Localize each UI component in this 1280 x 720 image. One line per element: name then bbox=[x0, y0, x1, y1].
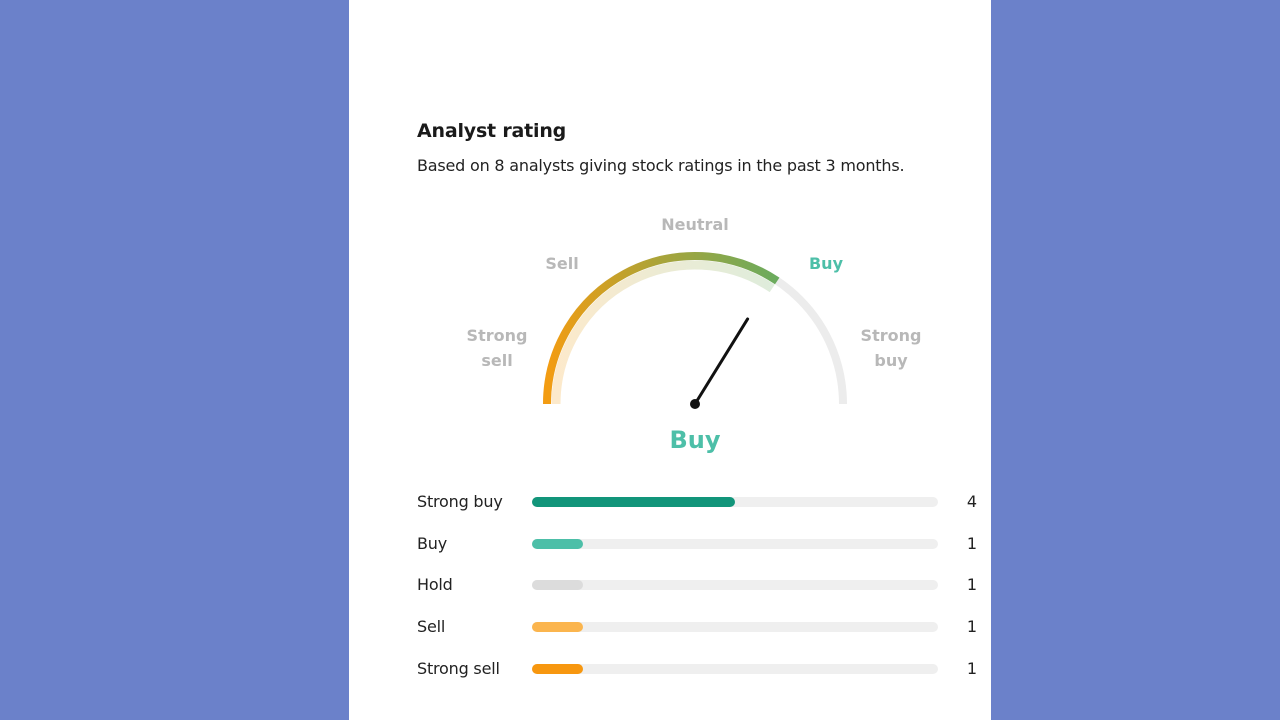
rating-bar-fill bbox=[532, 497, 735, 507]
rating-row-count: 4 bbox=[966, 492, 977, 511]
section-subtitle: Based on 8 analysts giving stock ratings… bbox=[417, 156, 905, 175]
rating-row: Strong sell 1 bbox=[417, 659, 977, 679]
gauge-inner-band bbox=[551, 260, 775, 405]
gauge-label-strong-sell-1: Strong bbox=[467, 326, 528, 345]
rating-bar-track bbox=[532, 622, 938, 633]
rating-row-count: 1 bbox=[966, 575, 977, 595]
rating-row: Hold 1 bbox=[417, 575, 977, 595]
rating-bar-track bbox=[532, 497, 938, 507]
gauge-verdict: Buy bbox=[669, 426, 720, 454]
gauge-track-arc bbox=[543, 252, 847, 405]
gauge-label-buy: Buy bbox=[809, 254, 844, 273]
rating-gauge: Strong sell Sell Neutral Buy Strong buy … bbox=[467, 215, 922, 454]
rating-bar-fill bbox=[532, 538, 583, 549]
rating-row: Buy 1 bbox=[417, 534, 977, 554]
rating-row-label: Strong buy bbox=[417, 492, 503, 511]
rating-row-count: 1 bbox=[966, 533, 977, 553]
rating-row-label: Sell bbox=[417, 617, 446, 637]
rating-row-label: Buy bbox=[417, 533, 447, 553]
rating-bar-track bbox=[532, 663, 938, 674]
rating-row-label: Strong sell bbox=[417, 658, 500, 678]
rating-bar-fill bbox=[532, 663, 583, 674]
gauge-label-strong-buy-1: Strong bbox=[861, 326, 922, 345]
rating-row: Strong buy 4 bbox=[417, 492, 977, 512]
gauge-label-strong-sell-2: sell bbox=[481, 351, 512, 370]
gauge-label-sell: Sell bbox=[545, 254, 578, 273]
gauge-needle-hub bbox=[690, 399, 700, 409]
rating-bar-fill bbox=[532, 580, 583, 591]
gauge-label-neutral: Neutral bbox=[661, 215, 728, 234]
rating-bar-track bbox=[532, 538, 938, 549]
gauge-label-strong-buy-2: buy bbox=[874, 351, 908, 370]
gauge-needle bbox=[693, 317, 750, 406]
rating-row-count: 1 bbox=[966, 617, 977, 637]
analyst-rating-card: Analyst rating Based on 8 analysts givin… bbox=[349, 0, 991, 720]
rating-row-count: 1 bbox=[966, 658, 977, 678]
gauge-filled-arc bbox=[543, 252, 780, 405]
rating-bar-track bbox=[532, 580, 938, 591]
section-title: Analyst rating bbox=[417, 120, 567, 142]
rating-bar-fill bbox=[532, 622, 583, 633]
rating-row-label: Hold bbox=[417, 575, 453, 595]
rating-row: Sell 1 bbox=[417, 617, 977, 637]
